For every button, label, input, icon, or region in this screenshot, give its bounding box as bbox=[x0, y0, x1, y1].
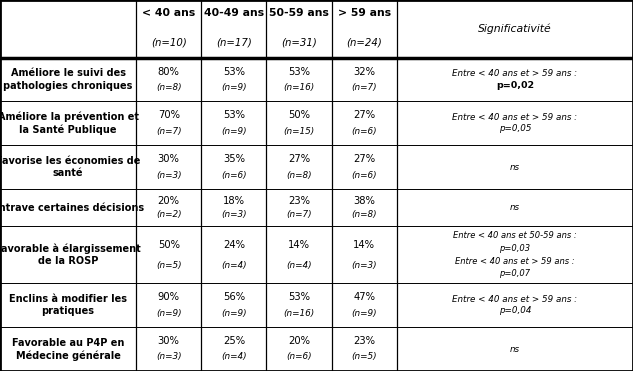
Text: (n=6): (n=6) bbox=[351, 171, 377, 180]
Text: 53%: 53% bbox=[288, 66, 310, 76]
Text: (n=3): (n=3) bbox=[221, 210, 247, 219]
Text: 53%: 53% bbox=[288, 292, 310, 302]
Text: (n=16): (n=16) bbox=[284, 309, 315, 318]
Text: (n=9): (n=9) bbox=[221, 309, 247, 318]
Text: Significativité: Significativité bbox=[478, 23, 552, 34]
Text: (n=9): (n=9) bbox=[351, 309, 377, 318]
Text: (n=10): (n=10) bbox=[151, 38, 187, 48]
Text: Favorable à élargissement
de la ROSP: Favorable à élargissement de la ROSP bbox=[0, 243, 141, 266]
Text: p=0,03: p=0,03 bbox=[499, 244, 530, 253]
Text: (n=9): (n=9) bbox=[221, 83, 247, 92]
Text: (n=6): (n=6) bbox=[221, 171, 247, 180]
Text: Améliore la prévention et
la Santé Publique: Améliore la prévention et la Santé Publi… bbox=[0, 112, 139, 135]
Text: 23%: 23% bbox=[353, 336, 375, 346]
Text: 50%: 50% bbox=[158, 240, 180, 250]
Text: (n=4): (n=4) bbox=[221, 352, 247, 361]
Text: (n=7): (n=7) bbox=[156, 127, 182, 136]
Text: (n=17): (n=17) bbox=[216, 38, 252, 48]
Text: p=0,04: p=0,04 bbox=[499, 306, 531, 315]
Text: (n=3): (n=3) bbox=[156, 352, 182, 361]
Text: (n=7): (n=7) bbox=[351, 83, 377, 92]
Text: ns: ns bbox=[510, 162, 520, 172]
Text: (n=5): (n=5) bbox=[351, 352, 377, 361]
Text: 23%: 23% bbox=[288, 196, 310, 206]
Text: (n=9): (n=9) bbox=[156, 309, 182, 318]
Text: 14%: 14% bbox=[353, 240, 375, 250]
Text: (n=31): (n=31) bbox=[281, 38, 317, 48]
Text: 18%: 18% bbox=[223, 196, 245, 206]
Text: (n=15): (n=15) bbox=[284, 127, 315, 136]
Text: 20%: 20% bbox=[288, 336, 310, 346]
Text: Entre < 40 ans et > 59 ans :: Entre < 40 ans et > 59 ans : bbox=[453, 295, 577, 304]
Text: Entre < 40 ans et 50-59 ans :: Entre < 40 ans et 50-59 ans : bbox=[453, 232, 577, 240]
Text: < 40 ans: < 40 ans bbox=[142, 8, 196, 18]
Text: ns: ns bbox=[510, 345, 520, 354]
Text: (n=2): (n=2) bbox=[156, 210, 182, 219]
Text: 30%: 30% bbox=[158, 336, 180, 346]
Text: 53%: 53% bbox=[223, 66, 245, 76]
Text: 90%: 90% bbox=[158, 292, 180, 302]
Text: (n=5): (n=5) bbox=[156, 260, 182, 270]
Text: Entre < 40 ans et > 59 ans :: Entre < 40 ans et > 59 ans : bbox=[453, 113, 577, 122]
Text: (n=7): (n=7) bbox=[286, 210, 312, 219]
Text: (n=24): (n=24) bbox=[346, 38, 382, 48]
Text: ns: ns bbox=[510, 203, 520, 212]
Text: Enclins à modifier les
pratiques: Enclins à modifier les pratiques bbox=[9, 294, 127, 316]
Text: 50-59 ans: 50-59 ans bbox=[269, 8, 329, 18]
Text: 25%: 25% bbox=[223, 336, 245, 346]
Text: (n=3): (n=3) bbox=[351, 260, 377, 270]
Text: Favorable au P4P en
Médecine générale: Favorable au P4P en Médecine générale bbox=[12, 338, 124, 361]
Text: 27%: 27% bbox=[353, 111, 375, 120]
Text: Entre < 40 ans et > 59 ans :: Entre < 40 ans et > 59 ans : bbox=[455, 257, 575, 266]
Text: (n=8): (n=8) bbox=[351, 210, 377, 219]
Text: Entre < 40 ans et > 59 ans :: Entre < 40 ans et > 59 ans : bbox=[453, 69, 577, 78]
Text: (n=3): (n=3) bbox=[156, 171, 182, 180]
Text: p=0,05: p=0,05 bbox=[499, 124, 531, 133]
Text: 35%: 35% bbox=[223, 154, 245, 164]
Text: (n=6): (n=6) bbox=[286, 352, 312, 361]
Text: 20%: 20% bbox=[158, 196, 180, 206]
Text: (n=8): (n=8) bbox=[156, 83, 182, 92]
Text: Améliore le suivi des
pathologies chroniques: Améliore le suivi des pathologies chroni… bbox=[3, 68, 133, 91]
Text: 30%: 30% bbox=[158, 154, 180, 164]
Text: 32%: 32% bbox=[353, 66, 375, 76]
Text: 80%: 80% bbox=[158, 66, 180, 76]
Text: (n=16): (n=16) bbox=[284, 83, 315, 92]
Text: 14%: 14% bbox=[288, 240, 310, 250]
Text: > 59 ans: > 59 ans bbox=[338, 8, 391, 18]
Text: 56%: 56% bbox=[223, 292, 245, 302]
Text: 38%: 38% bbox=[353, 196, 375, 206]
Text: 27%: 27% bbox=[353, 154, 375, 164]
Text: 47%: 47% bbox=[353, 292, 375, 302]
Text: p=0,07: p=0,07 bbox=[499, 269, 530, 278]
Text: 53%: 53% bbox=[223, 111, 245, 120]
Text: 70%: 70% bbox=[158, 111, 180, 120]
Text: Favorise les économies de
santé: Favorise les économies de santé bbox=[0, 156, 141, 178]
Text: 50%: 50% bbox=[288, 111, 310, 120]
Text: (n=4): (n=4) bbox=[286, 260, 312, 270]
Text: (n=6): (n=6) bbox=[351, 127, 377, 136]
Text: (n=8): (n=8) bbox=[286, 171, 312, 180]
Text: 27%: 27% bbox=[288, 154, 310, 164]
Text: (n=9): (n=9) bbox=[221, 127, 247, 136]
Text: (n=4): (n=4) bbox=[221, 260, 247, 270]
Text: 40-49 ans: 40-49 ans bbox=[204, 8, 264, 18]
Text: p=0,02: p=0,02 bbox=[496, 81, 534, 90]
Text: 24%: 24% bbox=[223, 240, 245, 250]
Text: Entrave certaines décisions: Entrave certaines décisions bbox=[0, 203, 144, 213]
